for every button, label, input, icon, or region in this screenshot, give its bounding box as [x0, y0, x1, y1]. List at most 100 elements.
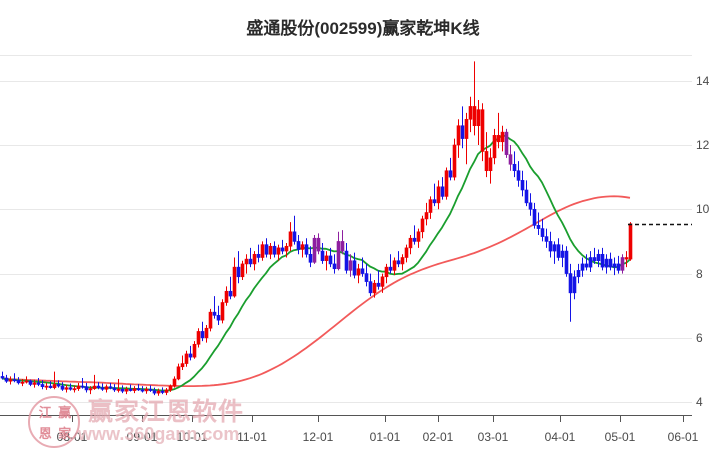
- candle: [116, 379, 121, 393]
- x-axis-tick: [318, 415, 319, 422]
- candle: [156, 388, 161, 396]
- candle: [220, 299, 225, 324]
- candle: [548, 231, 553, 258]
- candle: [132, 386, 137, 394]
- candle: [164, 388, 169, 396]
- candle: [120, 385, 125, 394]
- candle: [216, 305, 221, 325]
- candle: [516, 161, 521, 187]
- candle: [564, 246, 569, 277]
- candle: [80, 378, 85, 389]
- candle: [424, 202, 429, 226]
- candle: [212, 296, 217, 319]
- candle: [24, 376, 29, 384]
- page-title: 盛通股份(002599)赢家乾坤K线: [246, 19, 480, 38]
- candle: [228, 276, 233, 300]
- x-axis-tick: [620, 415, 621, 422]
- candlestick-plot[interactable]: [0, 55, 692, 415]
- y-axis-label: 14: [696, 73, 710, 88]
- candle: [380, 273, 385, 293]
- candle: [392, 257, 397, 276]
- candle: [456, 119, 461, 158]
- candle: [16, 377, 21, 385]
- candle: [284, 243, 289, 258]
- candle: [28, 379, 33, 387]
- candle: [376, 270, 381, 290]
- candle: [340, 230, 345, 255]
- x-axis-label: 06-01: [667, 430, 699, 444]
- candle: [388, 254, 393, 274]
- candle: [276, 244, 281, 261]
- x-axis-label: 10-01: [176, 430, 208, 444]
- candle: [360, 257, 365, 277]
- candle: [8, 376, 13, 385]
- candle: [88, 386, 93, 395]
- candle: [432, 183, 437, 207]
- candle: [368, 273, 373, 297]
- candle: [168, 384, 173, 392]
- candle: [204, 325, 209, 343]
- candle: [72, 385, 77, 393]
- candle: [588, 251, 593, 272]
- x-axis-label: 12-01: [302, 430, 334, 444]
- candle: [464, 112, 469, 165]
- candle: [404, 244, 409, 263]
- candle: [188, 345, 193, 361]
- candle: [248, 247, 253, 268]
- candle: [200, 321, 205, 342]
- candle: [68, 383, 73, 391]
- candle: [292, 215, 297, 245]
- candle: [300, 241, 305, 258]
- candle: [504, 128, 509, 158]
- candle: [528, 193, 533, 216]
- candle: [468, 96, 473, 133]
- candle: [492, 128, 497, 165]
- candle: [596, 249, 601, 268]
- candle: [520, 170, 525, 197]
- candle: [12, 373, 17, 383]
- candle: [180, 355, 185, 370]
- candle: [612, 257, 617, 276]
- x-axis-label: 11-01: [237, 430, 267, 444]
- candle: [192, 341, 197, 359]
- ma-short-line: [1, 134, 631, 392]
- x-axis-tick: [683, 415, 684, 422]
- candle: [268, 243, 273, 260]
- candle: [96, 382, 101, 390]
- candle: [544, 228, 549, 248]
- x-axis-tick: [72, 415, 73, 422]
- x-axis-label: 09-01: [126, 430, 158, 444]
- candle: [224, 286, 229, 306]
- candle: [76, 382, 81, 391]
- candle: [272, 241, 277, 258]
- candle: [536, 212, 541, 235]
- x-axis-label: 02-01: [422, 430, 454, 444]
- candle: [48, 381, 53, 389]
- candle: [124, 386, 129, 395]
- candle: [344, 243, 349, 274]
- candle: [448, 157, 453, 181]
- candle: [452, 138, 457, 181]
- candle: [112, 384, 117, 392]
- candle: [488, 148, 493, 184]
- candle: [496, 112, 501, 149]
- candle: [508, 145, 513, 171]
- candle: [184, 350, 189, 367]
- x-axis-tick: [438, 415, 439, 422]
- candle: [208, 308, 213, 332]
- x-axis-label: 03-01: [477, 430, 509, 444]
- candle: [480, 103, 485, 162]
- candle: [232, 257, 237, 298]
- candle: [400, 254, 405, 271]
- candle: [264, 238, 269, 258]
- candle: [252, 251, 257, 271]
- candle: [4, 374, 9, 383]
- candle: [396, 251, 401, 268]
- y-axis-label: 8: [696, 266, 703, 281]
- candle: [352, 252, 357, 279]
- candle: [104, 384, 109, 393]
- candle: [356, 263, 361, 284]
- candle: [40, 380, 45, 390]
- candle: [416, 228, 421, 248]
- x-axis-label: 04-01: [544, 430, 576, 444]
